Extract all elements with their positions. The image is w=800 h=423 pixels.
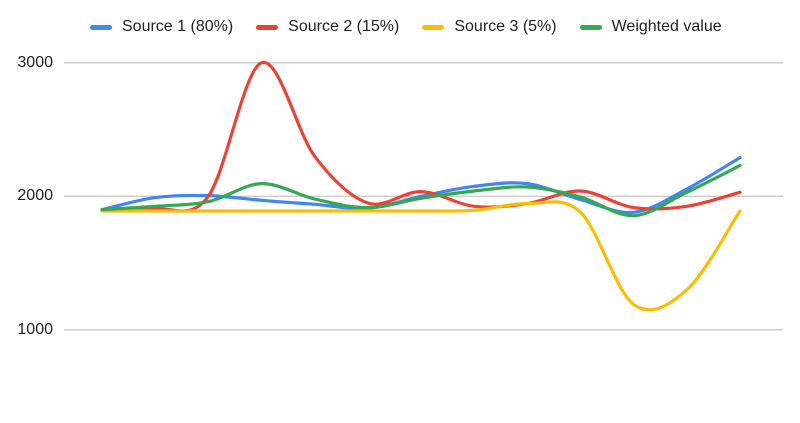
legend-swatch-icon xyxy=(90,24,112,30)
series-line-source-3-5 xyxy=(100,200,742,312)
legend-label: Source 2 (15%) xyxy=(288,18,400,35)
legend-item: Weighted value xyxy=(579,18,722,36)
series-line-source-2-15 xyxy=(100,61,742,213)
y-axis-tick-label: 1000 xyxy=(17,320,53,338)
legend-item: Source 1 (80%) xyxy=(90,18,233,36)
y-axis-tick-label: 2000 xyxy=(17,187,53,205)
legend-item: Source 3 (5%) xyxy=(422,18,557,36)
legend-label: Source 1 (80%) xyxy=(122,18,234,35)
series-line-weighted-value xyxy=(100,164,742,218)
chart-legend: Source 1 (80%) Source 2 (15%) Source 3 (… xyxy=(90,17,722,37)
legend-swatch-icon xyxy=(422,24,445,30)
y-axis-tick-label: 3000 xyxy=(17,53,53,71)
legend-swatch-icon xyxy=(579,24,602,30)
legend-label: Weighted value xyxy=(611,18,722,35)
legend-swatch-icon xyxy=(256,24,279,30)
legend-label: Source 3 (5%) xyxy=(454,18,557,35)
legend-item: Source 2 (15%) xyxy=(256,18,399,36)
